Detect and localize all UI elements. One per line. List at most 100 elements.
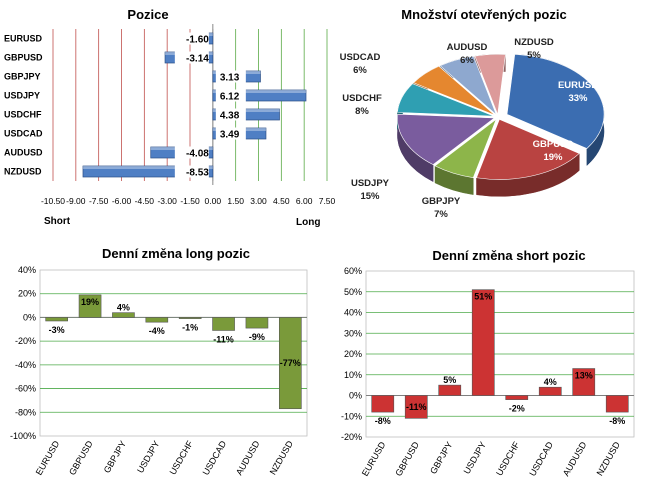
- positions-category-label: GBPJPY: [4, 72, 41, 82]
- positions-value-label: -8.53: [186, 168, 209, 179]
- y-tick-label: 20%: [344, 349, 362, 359]
- positions-x-tick-label: 0.00: [205, 196, 222, 206]
- positions-category-label: GBPUSD: [4, 53, 43, 63]
- positions-value-label-bg: [215, 127, 246, 140]
- bar: [404, 395, 428, 419]
- long-label: Long: [296, 217, 320, 228]
- positions-value-label: -1.60: [186, 35, 209, 46]
- y-tick-label: -40%: [15, 360, 36, 370]
- x-tick-label: EURUSD: [360, 440, 388, 478]
- positions-x-tick-label: -9.00: [66, 196, 86, 206]
- x-tick-label: GBPUSD: [393, 440, 421, 478]
- bar-value-label: -3%: [49, 325, 65, 335]
- bar: [212, 317, 235, 331]
- positions-value-label-bg: [174, 146, 209, 159]
- x-tick-label: USDCAD: [201, 439, 229, 477]
- bar-value-label: 5%: [443, 375, 456, 385]
- positions-bar-highlight: [212, 90, 306, 93]
- bar-value-label: -9%: [249, 332, 265, 342]
- x-tick-label: AUDUSD: [561, 440, 589, 478]
- bar: [78, 294, 102, 318]
- positions-value-label-bg: [215, 108, 246, 121]
- bar: [538, 386, 562, 396]
- y-tick-label: -10%: [341, 411, 362, 421]
- positions-x-tick-label: 4.50: [273, 196, 290, 206]
- positions-category-label: AUDUSD: [4, 148, 43, 158]
- positions-x-tick-label: -7.50: [89, 196, 109, 206]
- positions-value-label-bg: [174, 165, 209, 178]
- pie-chart-title: Množství otevřených pozic: [401, 7, 566, 22]
- bar: [605, 395, 629, 413]
- pie-labels: EURUSD 33% GBPUSD 19% GBPJPY 7% USDJPY 15% USDCH…: [340, 37, 599, 220]
- y-tick-label: 0%: [349, 391, 362, 401]
- pie-slice-pct: 33%: [568, 93, 588, 104]
- y-tick-label: 40%: [344, 308, 362, 318]
- short-change-chart: Denní změna short pozic -8% -11% 5% 51% -2% 4…: [341, 248, 635, 478]
- bar: [371, 395, 395, 413]
- long-change-value-labels: -3% 19% 4% -4% -1% -11% -9% -77%: [49, 297, 301, 368]
- x-tick-label: AUDUSD: [234, 439, 262, 477]
- bar: [471, 289, 495, 396]
- bar-value-label: 4%: [117, 303, 130, 313]
- y-tick-label: -60%: [15, 384, 36, 394]
- positions-category-label: NZDUSD: [4, 167, 42, 177]
- positions-x-tick-label: -6.00: [112, 196, 132, 206]
- pie-slice-label: GBPUSD: [533, 139, 574, 150]
- pie-slice-pct: 19%: [543, 152, 563, 163]
- y-tick-label: -80%: [15, 407, 36, 417]
- y-tick-label: 20%: [18, 289, 36, 299]
- positions-bar: [82, 165, 214, 178]
- y-tick-label: 30%: [344, 328, 362, 338]
- bar: [572, 368, 596, 396]
- positions-x-tick-label: 3.00: [250, 196, 267, 206]
- pie-slice-pct: 8%: [355, 106, 369, 117]
- bar-value-label: -77%: [280, 358, 301, 368]
- pie-slice-pct: 5%: [527, 50, 541, 61]
- y-tick-label: -20%: [15, 336, 36, 346]
- pie-slices: [397, 54, 605, 197]
- bar-value-label: -11%: [406, 402, 427, 412]
- positions-grid: [52, 24, 328, 185]
- positions-value-label: 3.49: [220, 130, 240, 141]
- pie-slice-pct: 6%: [460, 55, 474, 66]
- positions-category-label: EURUSD: [4, 34, 43, 44]
- bar-value-label: 51%: [474, 292, 492, 302]
- bar: [245, 317, 269, 329]
- positions-value-labels: -1.60 -3.14 3.13 6.12 4.38 3.49 -4.08 -8.53: [174, 32, 246, 179]
- pie-slice: [439, 55, 497, 115]
- y-tick-label: -20%: [341, 432, 362, 442]
- long-change-chart: Denní změna long pozic -3% 19% 4% -4% -1% -11…: [10, 246, 308, 477]
- positions-bar: [212, 108, 280, 121]
- positions-category-labels: EURUSD GBPUSD GBPJPY USDJPY USDCHF USDCAD AUDU…: [4, 34, 43, 177]
- bar: [505, 395, 529, 400]
- bar: [45, 317, 69, 322]
- positions-bar: [212, 89, 307, 102]
- bar-value-label: -2%: [509, 404, 525, 414]
- positions-x-tick-label: -4.50: [135, 196, 155, 206]
- pie-slice-label: USDCHF: [342, 93, 382, 104]
- positions-value-label: -3.14: [186, 54, 209, 65]
- positions-value-label: 4.38: [220, 111, 240, 122]
- positions-category-label: USDCHF: [4, 110, 42, 120]
- bar: [145, 317, 169, 323]
- long-change-x-ticks: EURUSD GBPUSD GBPJPY USDJPY USDCHF USDCAD AUDU…: [34, 439, 296, 477]
- short-change-title: Denní změna short pozic: [432, 248, 585, 263]
- short-label: Short: [44, 216, 71, 227]
- bar-value-label: 19%: [81, 297, 99, 307]
- x-tick-label: EURUSD: [34, 439, 62, 477]
- x-tick-label: GBPJPY: [102, 439, 128, 475]
- pie-slice: [434, 118, 497, 178]
- pie-slice: [474, 54, 506, 115]
- y-tick-label: 10%: [344, 370, 362, 380]
- positions-x-tick-label: 7.50: [319, 196, 336, 206]
- bar-value-label: -8%: [375, 416, 391, 426]
- positions-category-label: USDJPY: [4, 91, 40, 101]
- pie-slice-pct: 7%: [434, 209, 448, 220]
- positions-value-label-bg: [174, 51, 209, 64]
- pie-slice-label: USDCAD: [340, 52, 381, 63]
- positions-x-tick-label: -1.50: [180, 196, 200, 206]
- x-tick-label: USDJPY: [462, 440, 488, 476]
- bar: [438, 384, 462, 396]
- bar: [112, 312, 135, 318]
